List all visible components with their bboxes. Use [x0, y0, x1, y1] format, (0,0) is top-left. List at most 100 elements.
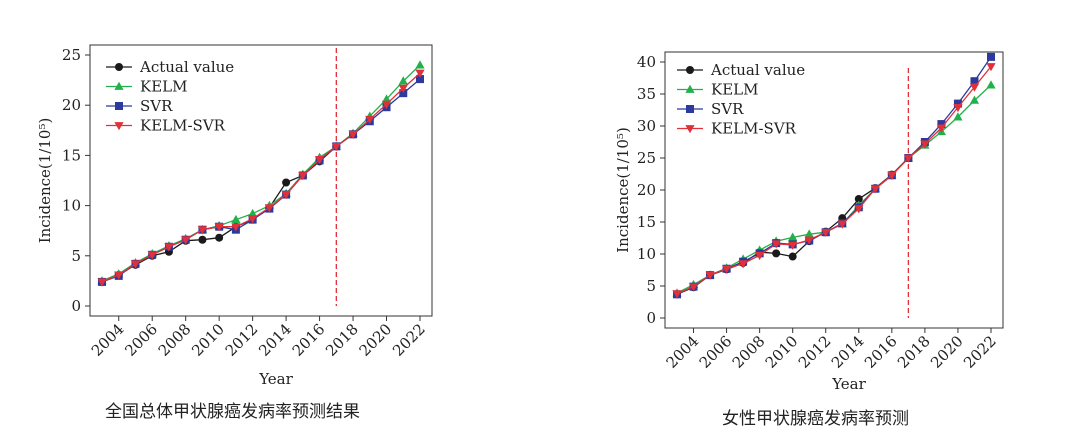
chart-1-xlabel: Year — [831, 375, 866, 393]
chart-0-legend-marker — [114, 81, 124, 90]
chart-1-xtick-label: 2020 — [927, 332, 967, 372]
chart-1-series-3-point — [887, 171, 897, 181]
chart-1-xtick-label: 2012 — [795, 332, 835, 372]
chart-0-xlabel: Year — [258, 370, 293, 388]
chart-1-series-1-point — [986, 80, 996, 89]
chart-1-series-3-point — [771, 240, 781, 249]
chart-0-xtick-label: 2014 — [255, 320, 295, 360]
chart-1-series-2-point — [970, 77, 979, 86]
chart-0-series-3-point — [331, 142, 341, 152]
chart-0-series-1-point — [248, 208, 258, 218]
chart-1-legend-marker — [685, 84, 695, 93]
chart-1-xtick-label: 2016 — [861, 332, 901, 372]
chart-0-frame — [89, 44, 433, 317]
chart-0-series-3-point — [398, 84, 408, 93]
chart-0-series-0-point — [215, 233, 224, 242]
chart-0-ytick-label: 15 — [62, 146, 81, 164]
chart-1-xtick-label: 2004 — [663, 332, 703, 372]
chart-0-series-3-point — [114, 271, 124, 280]
chart-1-series-1-point — [788, 232, 798, 241]
chart-1-ytick-label: 40 — [637, 53, 656, 71]
chart-1-xtick-label: 2018 — [894, 332, 934, 372]
chart-1-series-3-point — [953, 104, 963, 113]
chart-0-series-3-point — [164, 243, 174, 252]
chart-0-legend-label: Actual value — [139, 58, 234, 76]
chart-1-xtick-label: 2008 — [729, 332, 769, 372]
chart-0-series-1-point — [381, 94, 392, 103]
chart-1-series-1-point — [953, 112, 963, 121]
chart-1-series-3-point — [688, 283, 699, 292]
chart-0-series-1-point — [231, 214, 241, 224]
chart-0-ytick-label: 20 — [62, 96, 81, 114]
chart-1-series-3-point — [672, 290, 682, 299]
chart-1-ytick-label: 20 — [637, 181, 656, 199]
chart-1-series-0-point — [772, 249, 781, 258]
chart-0-legend-marker — [115, 102, 123, 110]
chart-1-series-3-point — [903, 154, 913, 163]
chart-1-series-3-point — [755, 251, 765, 261]
chart-0-xtick-label: 2012 — [222, 320, 262, 360]
chart-0-series-3-point — [348, 130, 358, 140]
chart-1-xtick-label: 2010 — [762, 332, 802, 372]
chart-1-series-0-point — [788, 252, 797, 261]
chart-1-series-1-point — [804, 229, 814, 238]
chart-1-ytick-label: 30 — [637, 117, 656, 135]
chart-1-ytick-label: 0 — [646, 309, 656, 327]
chart-1-series-3-point — [738, 260, 748, 269]
chart-female: 0 5 10 15 20 25 30 35 40 200420062008201020122014… — [614, 51, 1004, 393]
chart-1-legend-label: KELM — [711, 81, 758, 99]
chart-0-ylabel: Incidence(1/10⁵) — [36, 118, 54, 244]
chart-1-ylabel: Incidence(1/10⁵) — [614, 127, 632, 253]
chart-national: 0510152025200420062008201020122014201620… — [36, 44, 433, 388]
chart-0-xtick-label: 2010 — [188, 320, 228, 360]
chart-1-series-3-point — [854, 205, 864, 214]
chart-0-ytick-label: 25 — [62, 46, 81, 64]
chart-0-series-3 — [97, 69, 425, 287]
chart-0-series-3-point — [381, 100, 392, 109]
chart-0-legend-label: KELM-SVR — [140, 117, 226, 135]
chart-1-series-3-point — [837, 220, 847, 229]
chart-0-series-3-point — [281, 191, 291, 200]
chart-1-legend-label: KELM-SVR — [711, 120, 797, 138]
chart-0-series-0-point — [282, 178, 291, 187]
chart-1-ytick-label: 10 — [637, 245, 656, 263]
chart-0-series-3-point — [97, 278, 107, 287]
chart-1-series-3-point — [821, 228, 831, 238]
chart-1-series-3-point — [870, 185, 880, 194]
chart-0-ytick-label: 0 — [71, 297, 81, 315]
chart-0-legend-marker — [115, 63, 123, 71]
chart-0-xtick-label: 2022 — [389, 320, 429, 360]
chart-1-series-3-point — [936, 124, 947, 133]
chart-0-series-3-point — [298, 172, 308, 181]
chart-1-series-3-point — [705, 271, 715, 280]
chart-1-series-3-point — [986, 63, 996, 72]
chart-0-series-3-point — [365, 115, 375, 125]
chart-1-series-3-point — [721, 265, 732, 274]
chart-1-xtick-label: 2014 — [828, 332, 868, 372]
chart-0-series-2-point — [416, 75, 424, 84]
chart-1-ytick-label: 25 — [637, 149, 656, 167]
chart-0-xtick-label: 2016 — [289, 320, 329, 360]
chart-0-series-1-point — [415, 60, 425, 69]
chart-0-xtick-label: 2020 — [356, 320, 396, 360]
chart-0-series-3-point — [248, 215, 258, 224]
chart-1-ytick-label: 15 — [637, 213, 656, 231]
chart-1-xtick-label: 2006 — [696, 332, 736, 372]
chart-0-series-3-point — [197, 226, 208, 235]
chart-1-series-1-point — [969, 95, 980, 104]
chart-0-series-1-point — [398, 76, 408, 85]
chart-1-series-3 — [672, 63, 996, 299]
caption-national: 全国总体甲状腺癌发病率预测结果 — [105, 402, 360, 422]
chart-0-legend-label: SVR — [140, 97, 173, 115]
chart-0-series-0-point — [198, 235, 207, 244]
chart-0-legend-label: KELM — [140, 78, 187, 96]
caption-female: 女性甲状腺癌发病率预测 — [722, 409, 909, 429]
chart-0-series-3-point — [264, 204, 274, 213]
chart-1-ytick-label: 5 — [646, 277, 656, 295]
chart-0-series-3-point — [214, 223, 224, 232]
chart-1-series-0-point — [854, 194, 863, 203]
chart-0-series-3-point — [181, 236, 191, 245]
